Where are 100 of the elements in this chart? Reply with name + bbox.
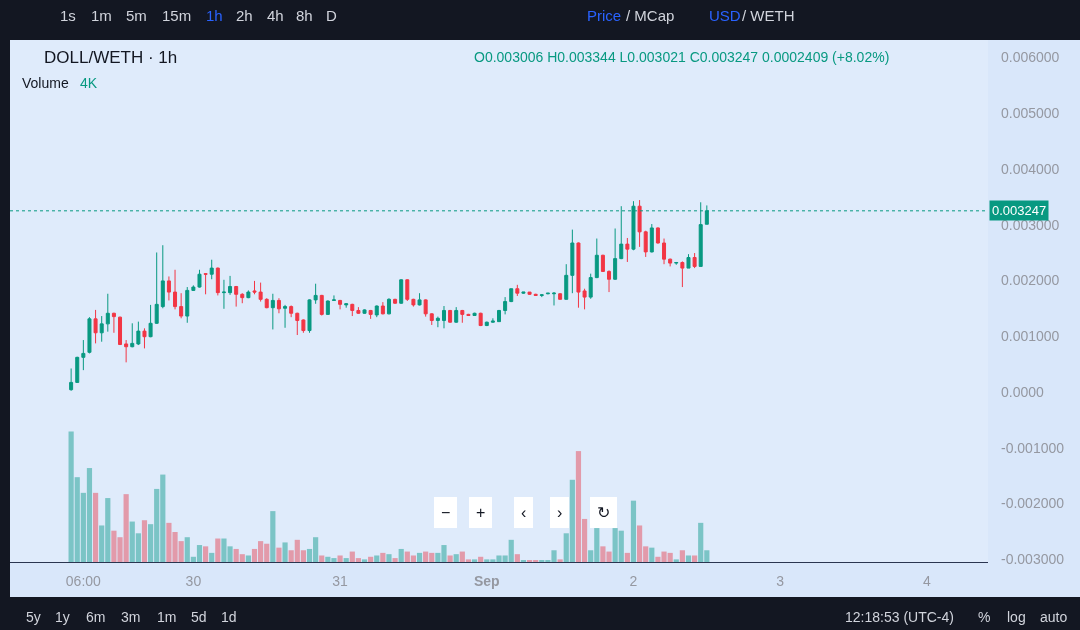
x-tick-label: 4 — [922, 572, 931, 589]
text: DOLL/WETH · 1h — [44, 47, 178, 67]
candlestick — [692, 252, 697, 269]
bar — [692, 555, 698, 562]
text: 2h — [236, 7, 253, 24]
annotation: ↻ — [597, 504, 610, 521]
x-tick-label: 3 — [776, 572, 785, 589]
text: 1y — [55, 609, 70, 625]
candlestick — [99, 315, 104, 343]
candlestick — [423, 298, 428, 318]
candlestick — [411, 298, 416, 308]
text: 1h — [206, 7, 223, 24]
candlestick — [185, 286, 190, 324]
bar — [649, 547, 655, 562]
bar — [392, 558, 398, 562]
text: 1s — [60, 7, 76, 24]
candlestick — [118, 316, 123, 346]
text: 1d — [221, 609, 237, 625]
candlestick — [142, 327, 147, 349]
candlestick — [552, 291, 557, 306]
candlestick — [441, 305, 446, 329]
candlestick — [460, 309, 465, 324]
text: Price — [587, 7, 622, 24]
candlestick — [270, 293, 275, 330]
candlestick — [466, 313, 471, 316]
bar — [673, 559, 679, 562]
candlestick — [399, 278, 404, 305]
candlestick — [417, 292, 422, 306]
candlestick — [234, 285, 239, 308]
text: 8h — [296, 7, 313, 24]
text: 6m — [86, 609, 106, 625]
candlestick — [368, 309, 373, 320]
text: 1m — [91, 7, 112, 24]
bar — [374, 555, 380, 562]
candlestick — [637, 199, 642, 248]
bar — [386, 554, 392, 562]
candlestick — [655, 226, 660, 245]
x-tick-label: 30 — [185, 572, 202, 589]
candlestick — [203, 272, 208, 295]
bar — [215, 538, 221, 562]
bar — [92, 492, 99, 562]
text: D — [326, 7, 337, 24]
candlestick — [81, 339, 86, 371]
text: USD — [709, 7, 741, 24]
annotation: − — [441, 504, 451, 521]
y-tick-label: 0.005000 — [1001, 104, 1060, 121]
text: 5y — [26, 609, 41, 625]
candlestick — [527, 291, 532, 296]
bar — [282, 542, 288, 562]
candlestick — [503, 296, 508, 315]
y-tick-label: 0.003000 — [1001, 216, 1060, 233]
candlestick — [69, 367, 74, 392]
candlestick — [649, 223, 654, 253]
text: / MCap — [626, 7, 675, 24]
candlestick — [130, 322, 135, 348]
candlestick — [350, 303, 355, 317]
candlestick — [662, 238, 667, 265]
candlestick — [289, 304, 294, 318]
candlestick — [319, 294, 324, 316]
candlestick — [160, 244, 165, 309]
text: 15m — [162, 7, 192, 24]
candlestick — [283, 304, 288, 329]
bar — [624, 552, 630, 562]
candlestick — [105, 293, 110, 333]
annotation: ‹ — [521, 504, 527, 521]
x-tick-label: Sep — [473, 572, 500, 589]
bar — [679, 550, 685, 562]
candlestick — [435, 316, 440, 328]
candlestick — [594, 238, 599, 279]
y-tick-label: 0.006000 — [1001, 49, 1060, 66]
candlestick — [393, 298, 398, 305]
candlestick — [325, 299, 330, 316]
candlestick — [87, 316, 92, 354]
ref-line-label: 0.003247 — [992, 203, 1047, 218]
candlestick — [386, 297, 391, 315]
candlestick — [356, 306, 361, 315]
candlestick — [264, 297, 269, 309]
candlestick — [276, 297, 281, 314]
bar — [416, 552, 423, 562]
y-tick-label: -0.002000 — [1001, 495, 1065, 512]
candlestick — [301, 318, 306, 334]
candlestick — [497, 309, 501, 323]
candlestick — [111, 312, 116, 334]
candlestick — [380, 301, 385, 315]
candlestick — [472, 312, 477, 316]
candlestick — [374, 304, 379, 318]
candlestick — [93, 309, 98, 344]
y-tick-label: 0.0000 — [1001, 383, 1045, 400]
candlestick — [454, 306, 459, 324]
candlestick — [613, 228, 618, 281]
y-tick-label: -0.003000 — [1001, 551, 1065, 568]
candlestick — [246, 289, 251, 299]
text: / WETH — [742, 7, 795, 24]
candlestick — [228, 275, 233, 296]
candlestick — [521, 291, 526, 295]
candlestick — [338, 299, 343, 310]
candlestick — [75, 356, 80, 384]
x-tick-label: 31 — [332, 572, 349, 589]
annotation: O0.003006 H0.003344 L0.003021 C0.003247 0.0002409 (+8.02%) — [474, 49, 890, 65]
candlestick — [490, 317, 495, 324]
